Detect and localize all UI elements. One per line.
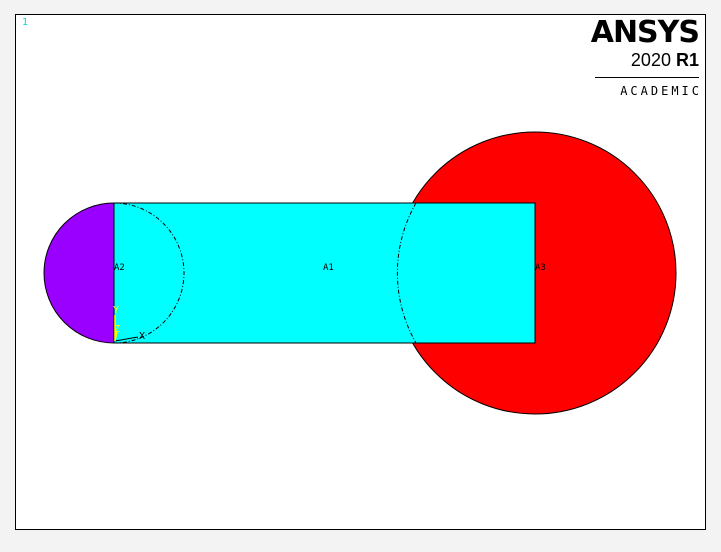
window-number: 1 [22,17,29,28]
logo-edition: ACADEMIC [620,84,702,98]
ansys-logo: ANSYS 2020 R1 ACADEMIC [589,15,702,99]
logo-divider [595,77,699,78]
coordinate-triad: X Y Z [113,305,145,342]
model-scene[interactable]: A2 A1 A3 X Y Z [16,15,705,529]
triad-y-label: Y [113,305,119,316]
area-a2[interactable] [43,202,115,344]
logo-brand: ANSYS [590,15,700,50]
area-label-a3: A3 [535,263,546,273]
area-label-a2: A2 [114,263,125,273]
triad-x-axis [114,336,139,342]
hidden-arc-a2 [113,202,185,344]
hidden-arc-a3 [396,202,417,344]
area-label-a1: A1 [323,263,334,273]
triad-z-axis [114,330,118,342]
logo-version-release: R1 [675,50,699,70]
triad-x-label: X [139,331,145,342]
logo-version: 2020 R1 [589,49,699,71]
logo-version-year: 2020 [630,50,671,70]
triad-z-label: Z [114,324,120,335]
graphics-window[interactable]: 1 ANSYS 2020 R1 ACADEMIC A2 A1 A3 X Y Z [15,14,706,530]
area-a1[interactable] [113,202,536,344]
